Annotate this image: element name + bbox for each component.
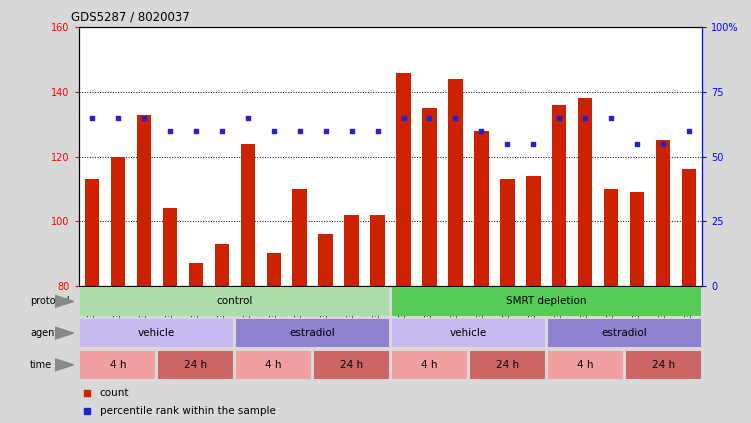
Point <box>605 114 617 121</box>
Text: protocol: protocol <box>30 297 70 306</box>
Bar <box>626 351 701 379</box>
Point <box>397 114 409 121</box>
Bar <box>469 351 545 379</box>
Text: 4 h: 4 h <box>110 360 126 370</box>
Point <box>502 140 514 147</box>
Bar <box>422 108 436 286</box>
Polygon shape <box>55 327 74 339</box>
Text: time: time <box>30 360 52 370</box>
Point <box>86 114 98 121</box>
Point <box>112 114 124 121</box>
Bar <box>292 189 306 286</box>
Bar <box>682 170 696 286</box>
Point <box>657 140 669 147</box>
Point <box>553 114 566 121</box>
Point <box>449 114 461 121</box>
Point <box>372 127 384 134</box>
Bar <box>137 115 151 286</box>
Text: 4 h: 4 h <box>265 360 282 370</box>
Bar <box>656 140 671 286</box>
Bar <box>80 319 234 347</box>
Point <box>475 127 487 134</box>
Point <box>267 127 279 134</box>
Bar <box>240 144 255 286</box>
Point <box>137 114 149 121</box>
Text: estradiol: estradiol <box>602 328 647 338</box>
Polygon shape <box>55 295 74 308</box>
Bar <box>267 253 281 286</box>
Text: control: control <box>216 297 253 306</box>
Point <box>164 127 176 134</box>
Point <box>294 127 306 134</box>
Bar <box>110 157 125 286</box>
Bar <box>526 176 541 286</box>
Bar <box>158 351 234 379</box>
Bar <box>163 208 177 286</box>
Bar <box>604 189 618 286</box>
Bar <box>236 319 389 347</box>
Point <box>683 127 695 134</box>
Text: vehicle: vehicle <box>138 328 176 338</box>
Bar <box>547 351 623 379</box>
Text: GDS5287 / 8020037: GDS5287 / 8020037 <box>71 11 190 24</box>
Bar <box>236 351 312 379</box>
Point <box>527 140 539 147</box>
Bar <box>314 351 389 379</box>
Bar <box>392 319 545 347</box>
Bar <box>215 244 229 286</box>
Text: 24 h: 24 h <box>496 360 519 370</box>
Bar <box>85 179 99 286</box>
Text: SMRT depletion: SMRT depletion <box>506 297 587 306</box>
Point <box>579 114 591 121</box>
Point <box>81 408 93 415</box>
Text: agent: agent <box>30 328 59 338</box>
Bar <box>397 73 411 286</box>
Text: 24 h: 24 h <box>340 360 363 370</box>
Text: count: count <box>99 387 129 398</box>
Bar <box>552 105 566 286</box>
Point <box>216 127 228 134</box>
Text: vehicle: vehicle <box>450 328 487 338</box>
Point <box>242 114 254 121</box>
Bar <box>475 131 489 286</box>
Bar <box>345 214 359 286</box>
Bar <box>448 79 463 286</box>
Text: 24 h: 24 h <box>184 360 207 370</box>
Text: 24 h: 24 h <box>652 360 675 370</box>
Text: 4 h: 4 h <box>421 360 438 370</box>
Bar <box>392 287 701 316</box>
Text: percentile rank within the sample: percentile rank within the sample <box>99 406 276 416</box>
Bar <box>547 319 701 347</box>
Text: 4 h: 4 h <box>577 360 593 370</box>
Bar <box>80 287 389 316</box>
Bar <box>370 214 385 286</box>
Bar <box>630 192 644 286</box>
Bar <box>80 351 155 379</box>
Point <box>424 114 436 121</box>
Point <box>81 389 93 396</box>
Point <box>320 127 332 134</box>
Bar <box>578 99 593 286</box>
Text: estradiol: estradiol <box>290 328 336 338</box>
Bar <box>392 351 467 379</box>
Point <box>190 127 202 134</box>
Bar <box>318 234 333 286</box>
Bar <box>500 179 514 286</box>
Point <box>345 127 357 134</box>
Polygon shape <box>55 359 74 371</box>
Bar <box>189 263 203 286</box>
Point <box>632 140 644 147</box>
